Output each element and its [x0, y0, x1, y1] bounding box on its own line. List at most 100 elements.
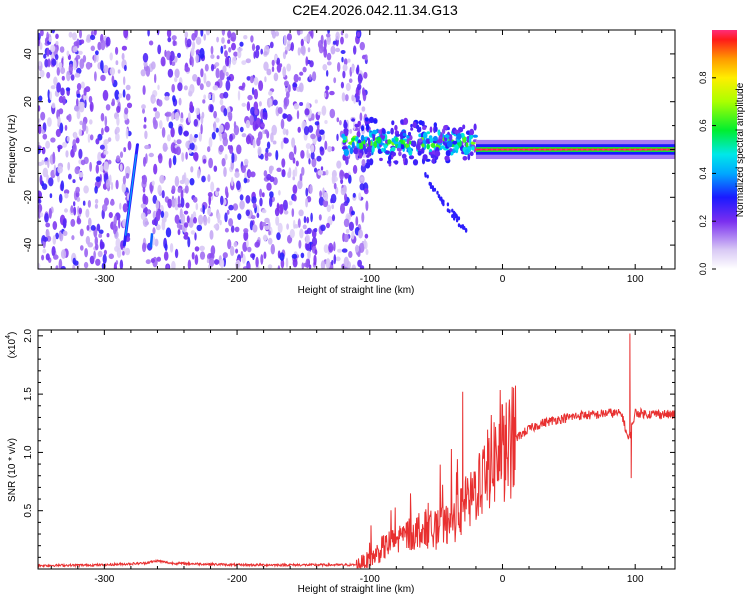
heatmap-cell — [349, 128, 353, 134]
heatmap-cell — [221, 157, 226, 167]
heatmap-cell — [52, 153, 56, 164]
heatmap-cell — [66, 136, 70, 142]
heatmap-cell — [153, 107, 158, 112]
heatmap-cell — [119, 163, 123, 172]
heatmap-cell — [224, 153, 228, 161]
heatmap-cell — [41, 129, 45, 134]
y-tick-label: 0.5 — [23, 503, 34, 517]
heatmap-cell — [115, 60, 119, 66]
heatmap-cell — [260, 254, 264, 265]
heatmap-cell — [224, 186, 229, 197]
heatmap-cell — [236, 180, 241, 191]
heatmap-cell — [64, 192, 69, 199]
heatmap-cell — [207, 146, 211, 153]
x-tick-label: 0 — [500, 274, 506, 285]
heatmap-cell — [76, 109, 81, 120]
heatmap-cell — [261, 209, 267, 214]
heatmap-cell — [172, 155, 177, 166]
heatmap-cell — [119, 259, 124, 269]
heatmap-cell — [298, 239, 302, 249]
heatmap-cell — [170, 142, 176, 154]
heatmap-cell — [74, 166, 80, 175]
heatmap-cell — [447, 126, 450, 131]
heatmap-cell — [353, 45, 357, 55]
heatmap-cell — [364, 56, 368, 61]
heatmap-cell — [257, 146, 262, 156]
heatmap-cell — [337, 248, 343, 253]
heatmap-cell — [174, 68, 180, 79]
heatmap-cell — [102, 254, 107, 264]
heatmap-cell — [141, 104, 146, 110]
heatmap-cell — [50, 85, 56, 90]
heatmap-cell — [341, 146, 348, 150]
heatmap-cell — [158, 153, 163, 164]
heatmap-cell — [365, 200, 369, 212]
heatmap-cell — [267, 264, 273, 269]
heatmap-cell — [55, 128, 62, 138]
heatmap-cell — [166, 264, 169, 269]
heatmap-cell — [343, 128, 349, 134]
heatmap-cell — [187, 112, 191, 123]
heatmap-cell — [187, 236, 191, 248]
y-tick-label: 2.0 — [23, 328, 34, 342]
heatmap-cell — [385, 150, 390, 155]
heatmap-cell — [253, 76, 259, 86]
heatmap-cell — [102, 204, 108, 212]
heatmap-cell — [145, 65, 151, 77]
heatmap-cell — [352, 192, 356, 198]
heatmap-cell — [213, 165, 218, 172]
heatmap-cell — [44, 161, 48, 166]
heatmap-cell — [183, 85, 188, 91]
heatmap-cell — [213, 121, 217, 132]
heatmap-cell — [293, 145, 297, 155]
figure-title: C2E4.2026.042.11.34.G13 — [292, 2, 458, 18]
carrier-peak-dot — [522, 148, 525, 151]
heatmap-cell — [276, 232, 281, 241]
heatmap-cell — [283, 210, 289, 215]
heatmap-cell — [387, 139, 392, 145]
heatmap-cell — [323, 47, 328, 58]
heatmap-cell — [172, 95, 176, 103]
heatmap-cell — [143, 116, 147, 123]
heatmap-cell — [251, 87, 255, 95]
heatmap-cell — [394, 124, 398, 131]
heatmap-cell — [189, 133, 193, 144]
heatmap-cell — [115, 179, 119, 190]
heatmap-cell — [418, 120, 423, 126]
heatmap-cell — [207, 216, 211, 224]
heatmap-cell — [293, 103, 300, 110]
heatmap-cell — [299, 71, 304, 76]
colorbar-tick-label: 0.0 — [698, 263, 708, 276]
heatmap-cell — [316, 155, 322, 162]
heatmap-cell — [304, 230, 309, 235]
heatmap-cell — [268, 90, 273, 96]
heatmap-cell — [296, 110, 300, 120]
heatmap-cell — [53, 164, 57, 176]
heatmap-cell — [199, 251, 206, 260]
heatmap-cell — [241, 102, 247, 107]
heatmap-cell — [309, 184, 313, 194]
heatmap-cell — [432, 135, 438, 142]
heatmap-cell — [164, 91, 170, 98]
heatmap-cell — [392, 152, 396, 157]
heatmap-cell — [266, 68, 272, 76]
heatmap-cell — [228, 218, 234, 227]
heatmap-cell — [357, 120, 361, 126]
heatmap-cell — [302, 224, 307, 230]
heatmap-cell — [180, 189, 184, 200]
heatmap-cell — [239, 194, 244, 201]
heatmap-cell — [189, 142, 195, 151]
heatmap-cell — [239, 126, 244, 133]
heatmap-cell — [90, 225, 96, 231]
snr-y-label: SNR (10 * v/v) — [7, 438, 18, 502]
heatmap-cell — [183, 130, 189, 137]
heatmap-cell — [299, 228, 304, 239]
heatmap-cell — [445, 150, 451, 157]
heatmap-cell — [422, 126, 427, 130]
heatmap-cell — [372, 134, 376, 142]
heatmap-cell — [84, 99, 87, 109]
heatmap-cell — [358, 192, 362, 201]
heatmap-cell — [212, 85, 219, 91]
heatmap-cell — [431, 157, 436, 164]
heatmap-cell — [426, 174, 429, 179]
